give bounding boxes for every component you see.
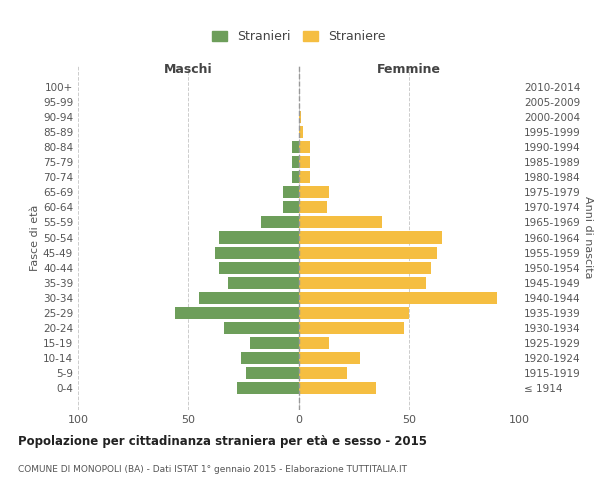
Bar [215,246,299,258]
Bar [299,322,404,334]
Bar [299,262,431,274]
Text: COMUNE DI MONOPOLI (BA) - Dati ISTAT 1° gennaio 2015 - Elaborazione TUTTITALIA.I: COMUNE DI MONOPOLI (BA) - Dati ISTAT 1° … [18,465,407,474]
Bar [299,367,347,379]
Bar [299,337,329,349]
Bar [241,352,299,364]
Bar [299,352,360,364]
Y-axis label: Fasce di età: Fasce di età [30,204,40,270]
Bar [299,216,382,228]
Text: Femmine: Femmine [377,63,441,76]
Bar [299,232,442,243]
Bar [250,337,299,349]
Bar [299,171,310,183]
Bar [299,292,497,304]
Bar [228,276,299,289]
Bar [237,382,299,394]
Y-axis label: Anni di nascita: Anni di nascita [583,196,593,279]
Bar [224,322,299,334]
Bar [292,171,299,183]
Bar [175,307,299,319]
Bar [299,382,376,394]
Bar [245,367,299,379]
Bar [299,156,310,168]
Bar [283,186,299,198]
Bar [219,262,299,274]
Bar [299,246,437,258]
Bar [299,186,329,198]
Bar [199,292,299,304]
Text: Popolazione per cittadinanza straniera per età e sesso - 2015: Popolazione per cittadinanza straniera p… [18,435,427,448]
Bar [299,307,409,319]
Bar [292,141,299,153]
Bar [299,141,310,153]
Bar [219,232,299,243]
Bar [299,126,303,138]
Text: Maschi: Maschi [164,63,212,76]
Legend: Stranieri, Straniere: Stranieri, Straniere [208,26,389,47]
Bar [299,276,427,289]
Bar [261,216,299,228]
Bar [299,111,301,123]
Bar [283,202,299,213]
Bar [292,156,299,168]
Bar [299,202,327,213]
